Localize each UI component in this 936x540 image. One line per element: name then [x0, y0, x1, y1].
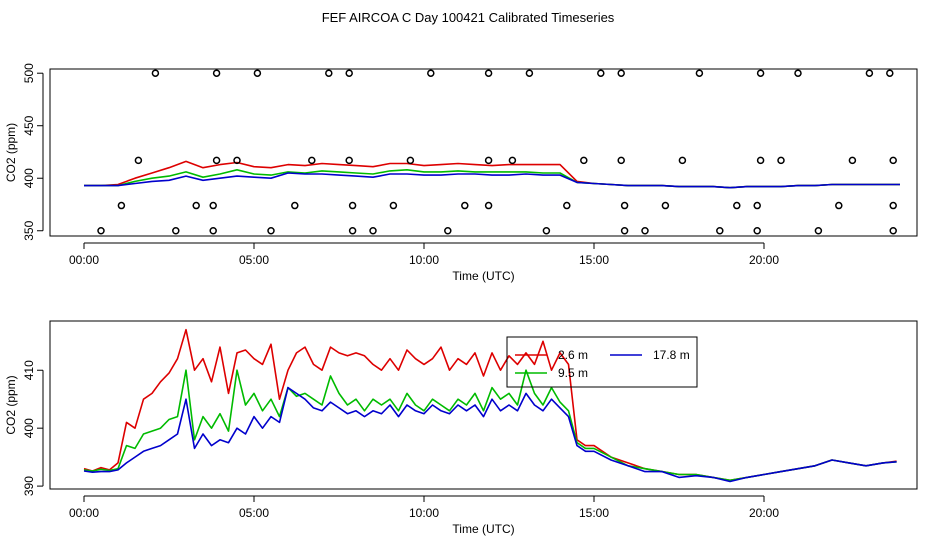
top-marker-point — [641, 226, 649, 235]
top-marker-point — [406, 156, 415, 165]
top-marker-point — [233, 156, 241, 165]
top-marker-point — [192, 201, 200, 210]
top-marker-point — [777, 156, 785, 165]
top-x-tick-label: 10:00 — [409, 253, 439, 267]
bottom-plot-frame — [49, 320, 918, 490]
top-marker-point — [563, 201, 571, 210]
top-marker-point — [209, 226, 217, 235]
top-chart-panel: 00:00 05:00 10:00 15:00 20:00 Time (UTC) 350 40… — [4, 63, 918, 283]
top-marker-point — [484, 69, 493, 77]
top-x-tick-label: 05:00 — [239, 253, 269, 267]
bottom-x-tick-label: 15:00 — [579, 506, 609, 520]
top-plot-frame — [49, 68, 918, 237]
top-marker-point — [348, 201, 357, 210]
top-marker-point — [508, 156, 517, 165]
top-marker-point — [661, 201, 670, 210]
top-marker-point — [212, 156, 221, 165]
top-x-axis-label: Time (UTC) — [452, 269, 514, 283]
bottom-x-tick-label: 05:00 — [239, 506, 269, 520]
top-y-tick-label: 500 — [22, 63, 36, 83]
figure-title: FEF AIRCOA C Day 100421 Calibrated Times… — [322, 10, 615, 25]
top-marker-point — [580, 156, 588, 165]
top-x-tick-label: 20:00 — [749, 253, 779, 267]
top-marker-point — [212, 69, 221, 77]
top-marker-point — [209, 201, 217, 210]
top-marker-point — [753, 226, 761, 235]
top-marker-point — [617, 69, 625, 77]
top-marker-point — [542, 226, 551, 235]
top-y-tick-label: 400 — [22, 168, 36, 188]
bottom-series-line-0 — [83, 328, 897, 482]
top-marker-point — [348, 226, 357, 235]
top-marker-point — [267, 226, 275, 235]
top-marker-point — [848, 156, 857, 165]
top-x-tick-label: 00:00 — [69, 253, 99, 267]
top-marker-point — [695, 69, 704, 77]
bottom-x-tick-label: 20:00 — [749, 506, 779, 520]
top-marker-point — [117, 201, 126, 210]
bottom-x-tick-label: 10:00 — [409, 506, 439, 520]
top-marker-point — [756, 69, 765, 77]
bottom-y-tick-label: 410 — [22, 360, 36, 380]
top-marker-point — [525, 69, 534, 77]
top-series-line-2 — [84, 172, 900, 189]
top-marker-point — [172, 226, 180, 235]
bottom-series-line-2 — [83, 386, 897, 483]
top-marker-point — [716, 226, 724, 235]
top-marker-point — [369, 226, 377, 235]
top-y-tick-label: 350 — [22, 220, 36, 240]
top-marker-point — [484, 156, 493, 165]
top-marker-point — [97, 226, 105, 235]
bottom-series-line-1 — [83, 369, 897, 482]
top-y-tick-label: 450 — [22, 115, 36, 135]
bottom-y-tick-label: 400 — [22, 418, 36, 438]
top-marker-point — [756, 156, 765, 165]
bottom-y-tick-label: 390 — [22, 476, 36, 496]
top-marker-point — [151, 69, 160, 77]
bottom-chart-panel: 00:00 05:00 10:00 15:00 20:00 Time (UTC) 390 40… — [4, 320, 918, 536]
bottom-x-axis-label: Time (UTC) — [452, 522, 514, 536]
top-marker-point — [620, 201, 629, 210]
top-marker-point — [253, 69, 262, 77]
top-marker-point — [865, 69, 874, 77]
top-marker-point — [889, 201, 897, 210]
top-marker-point — [597, 69, 605, 77]
legend-box — [506, 336, 698, 388]
top-marker-point — [291, 201, 299, 210]
top-marker-point — [617, 156, 625, 165]
top-marker-point — [835, 201, 843, 210]
top-marker-point — [889, 226, 897, 235]
top-marker-point — [814, 226, 823, 235]
top-marker-point — [389, 201, 398, 210]
top-marker-point — [444, 226, 452, 235]
legend-label-1: 9.5 m — [558, 366, 588, 380]
top-marker-point — [345, 156, 353, 165]
top-marker-point — [753, 201, 761, 210]
bottom-x-tick-label: 00:00 — [69, 506, 99, 520]
top-marker-point — [325, 69, 333, 77]
top-y-axis-label: CO2 (ppm) — [4, 123, 18, 182]
top-series-line-1 — [84, 169, 900, 189]
top-marker-point — [461, 201, 469, 210]
top-marker-point — [484, 201, 493, 210]
top-marker-point — [308, 156, 316, 165]
top-marker-point — [134, 156, 143, 165]
bottom-y-axis-label: CO2 (ppm) — [4, 375, 18, 434]
legend-label-0: 2.6 m — [558, 348, 588, 362]
top-marker-point — [620, 226, 629, 235]
top-marker-point — [794, 69, 802, 77]
top-marker-point — [889, 156, 897, 165]
legend-label-2: 17.8 m — [653, 348, 690, 362]
top-x-tick-label: 15:00 — [579, 253, 609, 267]
top-marker-point — [345, 69, 353, 77]
top-marker-point — [678, 156, 687, 165]
top-marker-point — [427, 69, 435, 77]
top-marker-point — [886, 69, 894, 77]
top-marker-point — [733, 201, 741, 210]
